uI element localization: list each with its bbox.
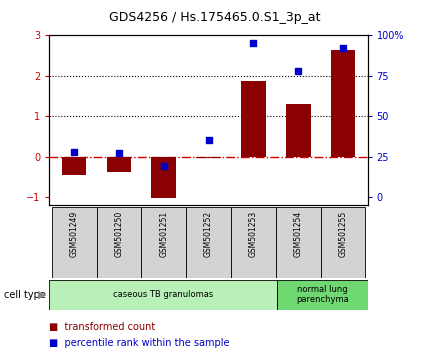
- Bar: [196, 157, 221, 158]
- Point: [160, 163, 167, 169]
- Text: ■  percentile rank within the sample: ■ percentile rank within the sample: [49, 338, 230, 348]
- Text: GSM501255: GSM501255: [338, 211, 347, 257]
- Bar: [107, 157, 131, 172]
- Point: [71, 149, 77, 155]
- Point: [250, 41, 257, 46]
- Bar: [241, 81, 266, 157]
- Text: GSM501253: GSM501253: [249, 211, 258, 257]
- Bar: [186, 207, 231, 278]
- Text: GSM501249: GSM501249: [70, 211, 79, 257]
- Bar: [276, 207, 321, 278]
- Bar: [62, 157, 86, 175]
- Bar: [52, 207, 96, 278]
- Bar: [277, 280, 368, 310]
- Text: cell type: cell type: [4, 290, 46, 300]
- Text: ▶: ▶: [38, 290, 46, 300]
- Text: ■  transformed count: ■ transformed count: [49, 322, 156, 332]
- Bar: [231, 207, 276, 278]
- Point: [340, 46, 347, 51]
- Bar: [96, 207, 141, 278]
- Bar: [151, 157, 176, 198]
- Bar: [286, 104, 310, 157]
- Text: GSM501250: GSM501250: [114, 211, 123, 257]
- Bar: [141, 207, 186, 278]
- Bar: [321, 207, 365, 278]
- Point: [205, 137, 212, 143]
- Bar: [331, 50, 355, 157]
- Text: GSM501251: GSM501251: [159, 211, 168, 257]
- Text: caseous TB granulomas: caseous TB granulomas: [113, 290, 213, 299]
- Point: [116, 150, 123, 155]
- Text: GSM501254: GSM501254: [294, 211, 303, 257]
- Text: GDS4256 / Hs.175465.0.S1_3p_at: GDS4256 / Hs.175465.0.S1_3p_at: [109, 11, 321, 24]
- Point: [295, 68, 301, 74]
- Bar: [49, 280, 277, 310]
- Text: normal lung
parenchyma: normal lung parenchyma: [296, 285, 349, 304]
- Text: GSM501252: GSM501252: [204, 211, 213, 257]
